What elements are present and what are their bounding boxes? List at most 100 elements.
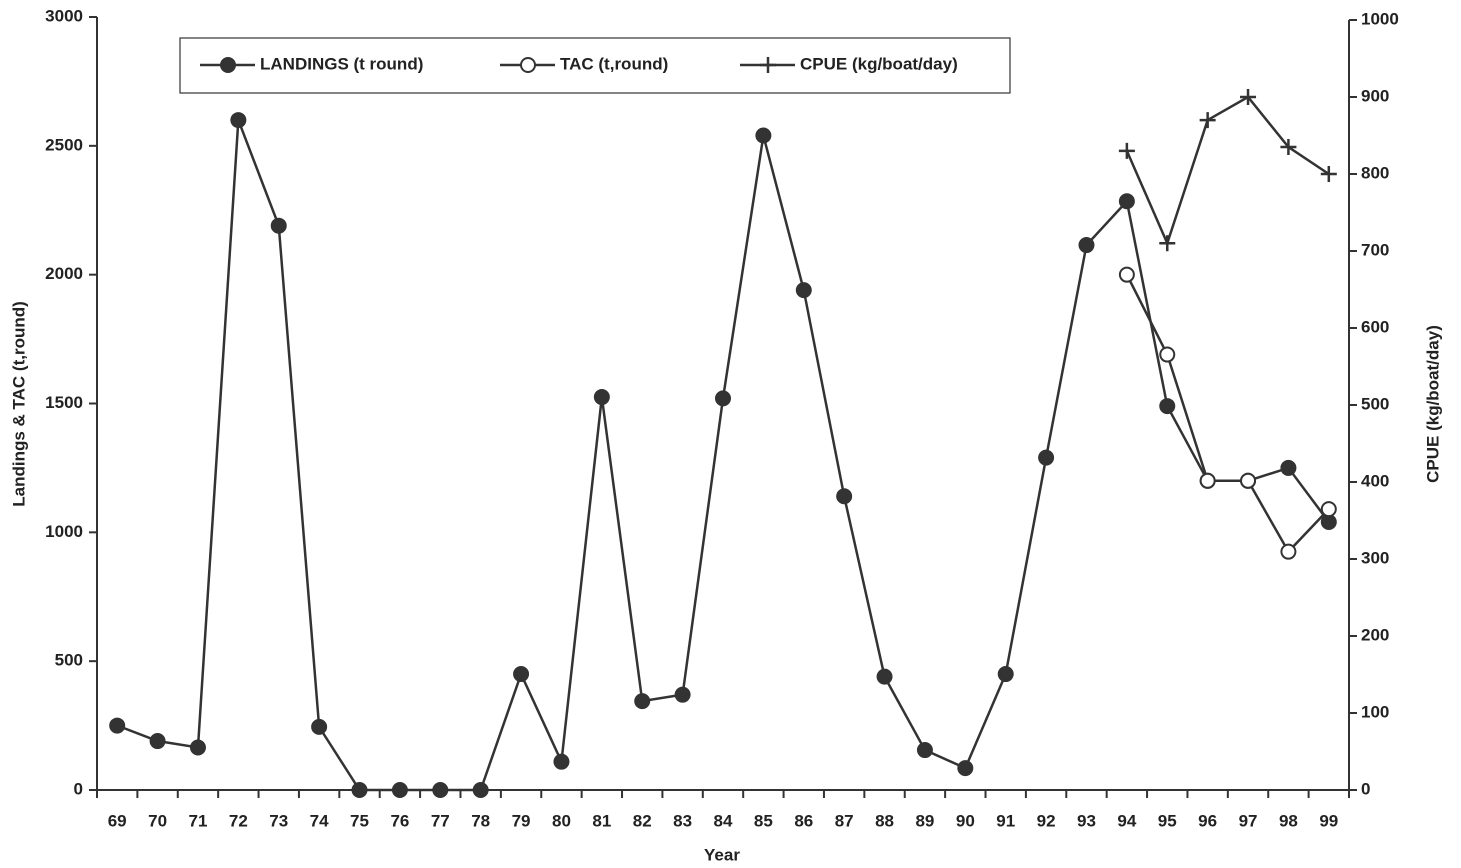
x-tick-label: 83: [673, 811, 692, 830]
marker: [715, 390, 731, 407]
y-tick-label: 2000: [45, 264, 83, 283]
legend-label: LANDINGS (t round): [260, 54, 423, 73]
x-tick-label: 70: [148, 811, 167, 830]
marker: [876, 668, 893, 685]
legend-label: TAC (t,round): [560, 54, 668, 73]
legend-marker: [520, 57, 536, 73]
marker: [997, 666, 1014, 683]
x-tick-label: 92: [1037, 811, 1056, 830]
x-tick-label: 95: [1158, 811, 1177, 830]
x-tick-label: 84: [714, 811, 733, 830]
x-tick-label: 77: [431, 811, 450, 830]
y-tick-label: 0: [74, 779, 83, 798]
marker: [836, 488, 853, 505]
y2-tick-label: 300: [1361, 548, 1389, 567]
marker: [1199, 112, 1216, 129]
x-tick-label: 99: [1319, 811, 1338, 830]
x-tick-label: 91: [996, 811, 1015, 830]
x-axis-label: Year: [704, 845, 740, 864]
marker: [230, 112, 247, 129]
x-tick-label: 82: [633, 811, 652, 830]
x-tick-label: 74: [310, 811, 329, 830]
x-tick-label: 98: [1279, 811, 1298, 830]
y2-tick-label: 600: [1361, 317, 1389, 336]
legend-marker: [760, 57, 776, 73]
marker: [472, 782, 489, 798]
marker: [1240, 89, 1257, 105]
marker: [1320, 501, 1337, 518]
x-tick-label: 88: [875, 811, 894, 830]
x-tick-label: 93: [1077, 811, 1096, 830]
x-tick-label: 89: [915, 811, 934, 830]
marker: [674, 686, 691, 703]
marker: [553, 753, 570, 770]
series-line: [1125, 95, 1330, 247]
marker: [634, 693, 651, 710]
y2-tick-label: 0: [1361, 779, 1370, 798]
marker: [1199, 472, 1216, 489]
marker: [755, 127, 772, 144]
marker: [189, 739, 206, 756]
y-tick-label: 500: [55, 651, 83, 670]
marker: [1280, 139, 1297, 156]
marker: [1280, 543, 1297, 560]
marker: [1159, 346, 1176, 363]
x-tick-label: 78: [471, 811, 490, 830]
y2-axis-label: CPUE (kg/boat/day): [1423, 325, 1442, 483]
marker: [1038, 449, 1055, 466]
marker: [1078, 237, 1095, 254]
marker: [1159, 398, 1176, 415]
y2-tick-label: 700: [1361, 240, 1389, 259]
y-tick-label: 1500: [45, 393, 83, 412]
marker: [513, 666, 530, 683]
x-tick-label: 79: [512, 811, 531, 830]
y2-tick-label: 200: [1361, 625, 1389, 644]
marker: [1280, 459, 1297, 476]
series-line: [116, 119, 1330, 792]
y-axis-label: Landings & TAC (t,round): [9, 301, 28, 507]
y2-tick-label: 400: [1361, 471, 1389, 490]
marker: [1118, 142, 1135, 159]
legend-label: CPUE (kg/boat/day): [800, 54, 958, 73]
marker: [109, 717, 126, 734]
x-tick-label: 73: [269, 811, 288, 830]
marker: [1320, 166, 1337, 182]
x-tick-label: 69: [108, 811, 127, 830]
x-tick-label: 75: [350, 811, 369, 830]
marker: [916, 742, 933, 759]
y2-tick-label: 100: [1361, 702, 1389, 721]
marker: [593, 389, 610, 406]
x-tick-label: 96: [1198, 811, 1217, 830]
marker: [149, 733, 166, 750]
marker: [1118, 266, 1135, 283]
series-line: [1125, 274, 1330, 554]
marker: [432, 782, 449, 798]
marker: [391, 782, 408, 798]
legend-box: [179, 37, 1011, 94]
marker: [270, 217, 287, 234]
x-tick-label: 80: [552, 811, 571, 830]
y2-tick-label: 1000: [1361, 9, 1399, 28]
x-tick-label: 85: [754, 811, 773, 830]
y2-tick-label: 900: [1361, 86, 1389, 105]
y2-tick-label: 500: [1361, 394, 1389, 413]
marker: [1118, 193, 1135, 210]
x-tick-label: 90: [956, 811, 975, 830]
x-tick-label: 86: [794, 811, 813, 830]
y-tick-label: 3000: [45, 6, 83, 25]
marker: [1159, 235, 1176, 252]
marker: [1240, 472, 1257, 489]
x-tick-label: 76: [390, 811, 409, 830]
y2-tick-label: 800: [1361, 163, 1389, 182]
x-tick-label: 87: [835, 811, 854, 830]
marker: [795, 282, 812, 299]
x-tick-label: 97: [1239, 811, 1258, 830]
marker: [351, 782, 368, 798]
marker: [311, 718, 328, 735]
legend-marker: [220, 57, 236, 73]
y-tick-label: 2500: [45, 135, 83, 154]
x-tick-label: 72: [229, 811, 248, 830]
y-tick-label: 1000: [45, 522, 83, 541]
marker: [957, 760, 974, 777]
